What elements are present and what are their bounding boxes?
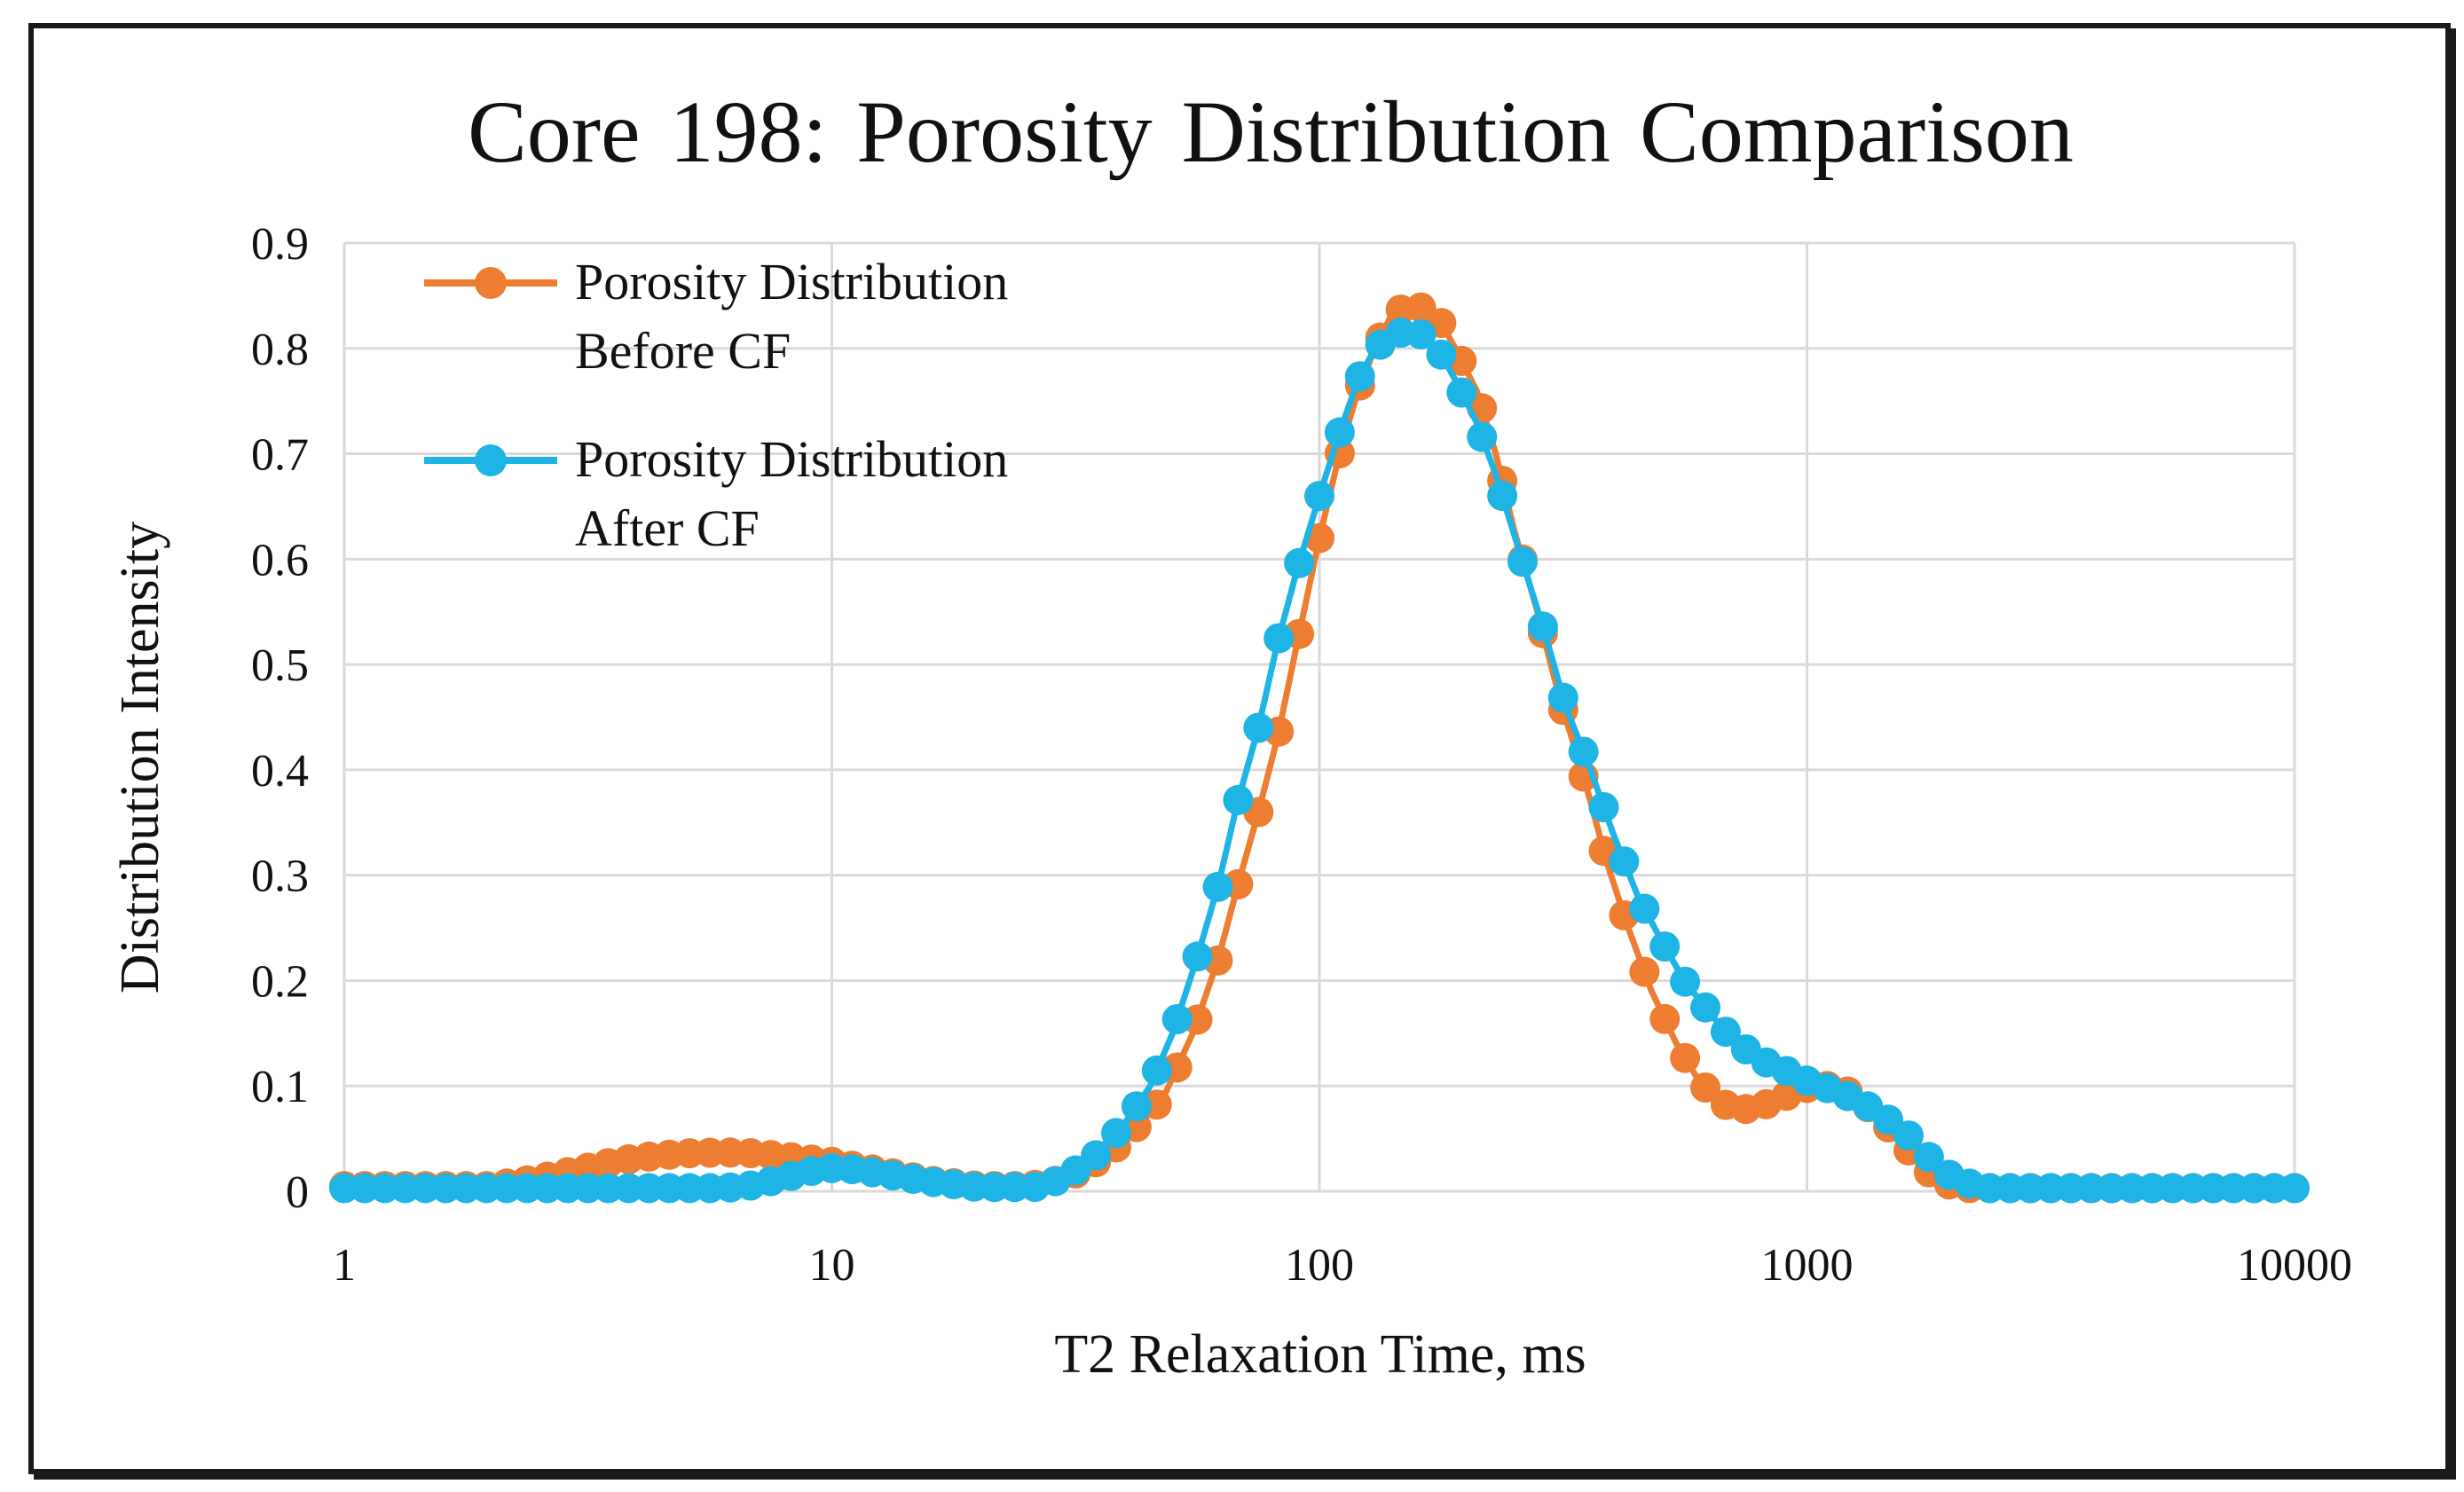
- y-tick-label: 0.1: [251, 1062, 309, 1112]
- data-point: [1182, 941, 1213, 972]
- series-layer: [329, 292, 2310, 1204]
- x-tick-label: 10: [809, 1240, 855, 1291]
- legend-swatch-marker: [475, 444, 507, 476]
- data-point: [1609, 846, 1640, 877]
- data-point: [1344, 361, 1375, 392]
- y-tick-label: 0.9: [251, 219, 309, 270]
- chart-frame: 0 0.1 0.2 0.3 0.4 0.5 0.6 0.7 0.8 0.9 1 10 100 1000 10…: [28, 23, 2451, 1474]
- tick-layer: 0 0.1 0.2 0.3 0.4 0.5 0.6 0.7 0.8 0.9 1 10 100 1000 10…: [251, 219, 2352, 1291]
- data-point: [1568, 736, 1599, 767]
- chart-svg: 0 0.1 0.2 0.3 0.4 0.5 0.6 0.7 0.8 0.9 1 10 100 1000 10…: [110, 82, 2352, 1385]
- data-point: [1284, 547, 1315, 578]
- data-point: [1243, 712, 1274, 743]
- x-axis-label: T2 Relaxation Time, ms: [1054, 1324, 1586, 1385]
- grid-layer: [342, 241, 2296, 1193]
- data-point: [1670, 1042, 1701, 1073]
- data-point: [1101, 1118, 1131, 1149]
- x-tick-label: 100: [1285, 1240, 1354, 1291]
- chart-title: Core 198: Porosity Distribution Comparis…: [468, 82, 2074, 181]
- legend-label-line1: Porosity Distribution: [575, 253, 1008, 310]
- x-tick-label: 10000: [2237, 1240, 2352, 1291]
- y-axis-label: Distribution Intensity: [110, 522, 170, 993]
- data-point: [1547, 682, 1578, 713]
- legend-label-line2: After CF: [575, 499, 760, 557]
- y-tick-label: 0.4: [251, 746, 309, 797]
- data-point: [1324, 417, 1355, 448]
- data-point: [1467, 421, 1498, 452]
- data-point: [1121, 1091, 1152, 1122]
- data-point: [1487, 481, 1518, 511]
- data-point: [1405, 318, 1437, 349]
- data-point: [1710, 1017, 1741, 1048]
- y-tick-label: 0.2: [251, 956, 309, 1007]
- data-point: [1629, 893, 1660, 924]
- data-point: [1690, 992, 1720, 1023]
- data-point: [1202, 871, 1233, 902]
- data-point: [1873, 1104, 1904, 1135]
- x-tick-label: 1: [333, 1240, 356, 1291]
- legend-label-line2: Before CF: [575, 322, 791, 380]
- data-point: [1588, 792, 1619, 822]
- series-after-cf: [329, 318, 2310, 1204]
- data-point: [1426, 339, 1457, 370]
- data-point: [1304, 481, 1334, 512]
- y-tick-label: 0.8: [251, 325, 309, 375]
- data-point: [1081, 1140, 1112, 1171]
- data-point: [1649, 931, 1681, 962]
- y-tick-label: 0.3: [251, 852, 309, 902]
- data-point: [1223, 784, 1254, 815]
- legend-entry-after-cf: Porosity Distribution After CF: [424, 430, 1008, 557]
- y-tick-label: 0: [286, 1167, 309, 1218]
- data-point: [1893, 1120, 1924, 1151]
- data-point: [1527, 611, 1558, 642]
- legend-label-line1: Porosity Distribution: [575, 430, 1008, 488]
- y-tick-label: 0.5: [251, 640, 309, 691]
- data-point: [1670, 966, 1701, 997]
- y-tick-label: 0.6: [251, 535, 309, 585]
- data-point: [1913, 1142, 1944, 1173]
- legend-swatch-marker: [475, 267, 507, 299]
- data-point: [1508, 546, 1538, 577]
- data-point: [1161, 1004, 1193, 1034]
- legend-entry-before-cf: Porosity Distribution Before CF: [424, 253, 1008, 380]
- data-point: [1649, 1003, 1681, 1034]
- data-point: [2279, 1173, 2310, 1204]
- data-point: [1629, 956, 1660, 987]
- x-tick-label: 1000: [1761, 1240, 1854, 1291]
- data-point: [1141, 1055, 1172, 1086]
- y-tick-label: 0.7: [251, 430, 309, 481]
- data-point: [1446, 377, 1477, 408]
- data-point: [1263, 623, 1295, 654]
- data-point: [1690, 1072, 1720, 1103]
